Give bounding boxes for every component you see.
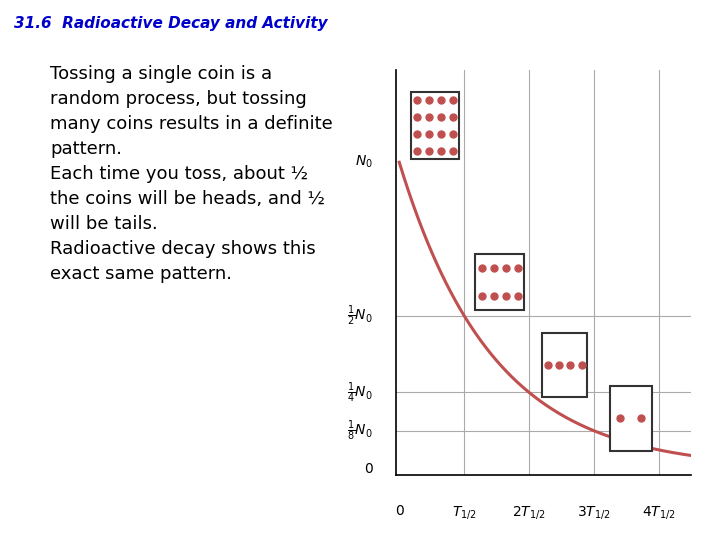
Text: 0: 0 bbox=[395, 503, 404, 517]
Text: $2T_{1/2}$: $2T_{1/2}$ bbox=[512, 503, 546, 521]
Text: $\frac{1}{2}N_0$: $\frac{1}{2}N_0$ bbox=[346, 303, 372, 328]
Bar bbox=[475, 254, 524, 309]
Bar bbox=[410, 92, 459, 159]
Text: $\frac{1}{4}N_0$: $\frac{1}{4}N_0$ bbox=[346, 380, 372, 404]
Bar bbox=[542, 333, 588, 397]
Text: 0: 0 bbox=[364, 462, 372, 476]
Bar bbox=[610, 386, 652, 451]
Text: $3T_{1/2}$: $3T_{1/2}$ bbox=[577, 503, 611, 521]
Text: $T_{1/2}$: $T_{1/2}$ bbox=[451, 503, 477, 521]
Text: $4T_{1/2}$: $4T_{1/2}$ bbox=[642, 503, 675, 521]
Text: $\frac{1}{8}N_0$: $\frac{1}{8}N_0$ bbox=[346, 418, 372, 443]
Text: 31.6  Radioactive Decay and Activity: 31.6 Radioactive Decay and Activity bbox=[14, 16, 328, 31]
Text: Tossing a single coin is a
random process, but tossing
many coins results in a d: Tossing a single coin is a random proces… bbox=[50, 65, 333, 283]
Text: $N_0$: $N_0$ bbox=[354, 154, 372, 171]
